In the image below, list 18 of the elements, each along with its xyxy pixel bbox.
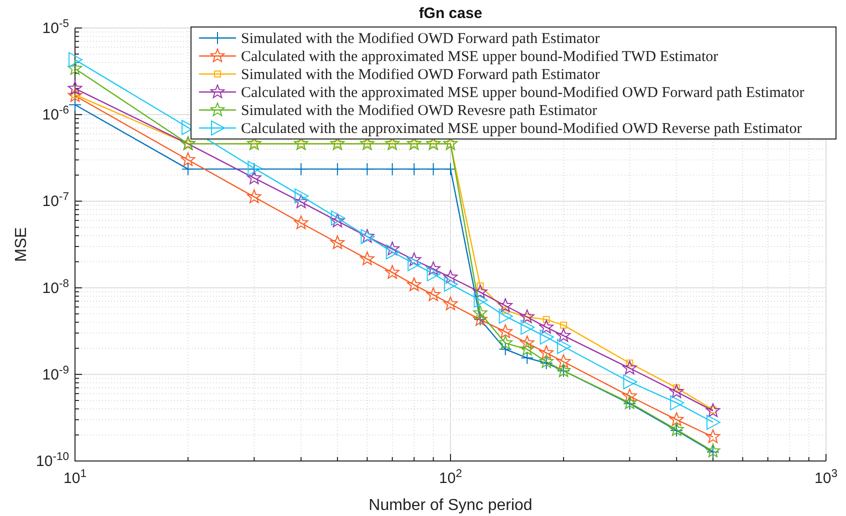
x-axis-title: Number of Sync period xyxy=(368,497,532,514)
legend-label: Calculated with the approximated MSE upper bound-Modified OWD Forward path Estimator xyxy=(241,85,804,101)
y-tick-label: 10$^{-9}$ xyxy=(42,364,69,384)
x-tick-label: 10$^{1}$ xyxy=(64,468,86,487)
y-tick-label: 10$^{-8}$ xyxy=(42,278,69,297)
y-tick-label: 10$^{-10}$ xyxy=(36,451,69,470)
x-tick-label: 10$^{2}$ xyxy=(439,468,462,487)
legend-label: Simulated with the Modified OWD Forward path Estimator xyxy=(241,67,600,83)
y-tick-label: 10$^{-6}$ xyxy=(42,104,69,124)
legend-label: Calculated with the approximated MSE upper bound-Modified OWD Reverse path Estimator xyxy=(241,121,802,137)
x-tick-label: 10$^{3}$ xyxy=(814,468,838,487)
y-tick-label: 10$^{-7}$ xyxy=(42,191,69,210)
y-axis-title: MSE xyxy=(13,227,30,262)
y-tick-label: 10$^{-5}$ xyxy=(42,18,69,37)
legend-label: Simulated with the Modified OWD Forward path Estimator xyxy=(241,31,600,47)
legend-label: Simulated with the Modified OWD Revesre path Estimator xyxy=(241,103,598,119)
legend-label: Calculated with the approximated MSE upper bound-Modified TWD Estimator xyxy=(241,49,718,65)
chart-title: fGn case xyxy=(418,5,482,22)
